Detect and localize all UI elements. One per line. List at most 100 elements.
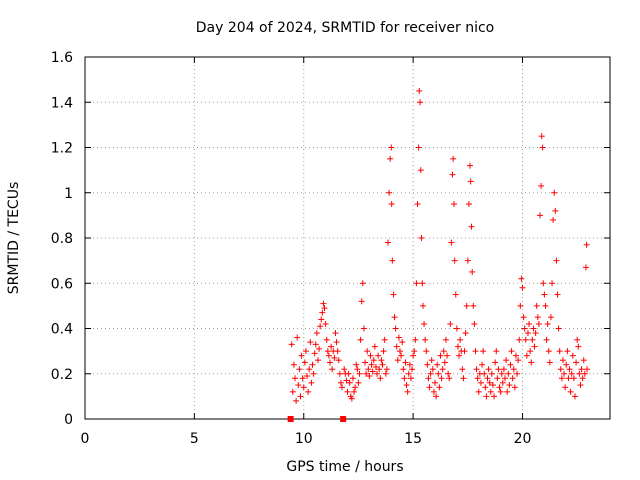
data-point: [398, 352, 405, 359]
data-point: [557, 366, 564, 373]
y-tick-label: 1.4: [51, 95, 73, 111]
data-point: [468, 223, 475, 230]
data-point: [414, 201, 421, 208]
data-point: [290, 361, 297, 368]
data-point: [325, 352, 332, 359]
data-point: [318, 316, 325, 323]
data-point: [352, 384, 359, 391]
data-point: [415, 144, 422, 151]
data-point: [343, 377, 350, 384]
data-point: [421, 320, 428, 327]
data-point: [416, 87, 423, 94]
data-point: [473, 366, 480, 373]
data-point: [365, 366, 372, 373]
data-point: [573, 359, 580, 366]
data-point: [401, 375, 408, 382]
data-point: [482, 384, 489, 391]
data-point: [545, 348, 552, 355]
data-point: [362, 359, 368, 366]
zero-marker: [340, 416, 347, 422]
data-point: [323, 336, 330, 343]
y-tick-label: 0.6: [51, 276, 73, 292]
y-tick-label: 0.2: [51, 367, 73, 383]
data-point: [316, 345, 323, 352]
data-point: [566, 366, 573, 373]
data-point: [488, 370, 495, 377]
y-tick-label: 1.6: [51, 50, 73, 66]
data-point: [299, 375, 306, 382]
data-point: [324, 348, 331, 355]
data-point: [534, 314, 541, 321]
data-point: [554, 291, 561, 298]
data-point: [432, 379, 438, 386]
data-point: [366, 373, 373, 380]
data-point: [450, 155, 457, 162]
data-point: [489, 382, 496, 389]
data-point: [386, 189, 393, 196]
data-point: [327, 359, 333, 366]
data-point: [322, 320, 329, 327]
data-point: [309, 361, 316, 368]
data-point: [517, 302, 524, 309]
data-point: [376, 366, 383, 373]
data-point: [301, 359, 308, 366]
data-point: [375, 352, 382, 359]
data-point: [511, 384, 518, 391]
data-point: [425, 375, 432, 382]
data-point: [551, 189, 558, 196]
data-point: [349, 375, 356, 382]
data-point: [333, 339, 340, 346]
data-point: [433, 393, 440, 400]
data-point: [472, 348, 479, 355]
data-point: [567, 388, 574, 395]
data-point: [328, 343, 335, 350]
data-point: [539, 144, 546, 151]
y-tick-label: 0.8: [51, 231, 73, 247]
data-point: [335, 357, 342, 364]
data-point: [377, 375, 384, 382]
data-point: [491, 393, 498, 400]
data-point: [391, 314, 398, 321]
data-point: [397, 348, 403, 355]
data-point: [481, 370, 488, 377]
data-point: [357, 336, 364, 343]
data-point: [522, 336, 529, 343]
data-point: [427, 370, 434, 377]
data-point: [380, 348, 387, 355]
data-point: [519, 284, 526, 291]
data-point: [332, 330, 339, 337]
data-point: [465, 201, 472, 208]
data-point: [475, 388, 482, 395]
data-point: [467, 178, 474, 185]
data-point: [426, 384, 433, 391]
data-point: [547, 314, 554, 321]
data-point: [470, 302, 477, 309]
data-point: [329, 366, 336, 373]
data-point: [348, 395, 355, 402]
data-point: [320, 300, 327, 307]
data-point: [515, 357, 522, 364]
data-point: [533, 302, 540, 309]
data-point: [575, 343, 582, 350]
data-point: [351, 388, 358, 395]
data-point: [370, 357, 377, 364]
data-point: [417, 99, 424, 106]
zero-marker: [287, 416, 294, 422]
data-point: [412, 336, 419, 343]
data-point: [552, 207, 559, 214]
y-tick-label: 1.2: [51, 141, 73, 157]
data-point: [574, 336, 581, 343]
data-point: [498, 370, 505, 377]
data-point: [480, 348, 487, 355]
data-point: [457, 336, 464, 343]
data-point: [532, 330, 539, 337]
chart-title: Day 204 of 2024, SRMTID for receiver nic…: [196, 20, 494, 36]
data-point: [508, 348, 515, 355]
data-point: [317, 323, 324, 330]
data-point: [439, 366, 446, 373]
data-point: [313, 330, 320, 337]
data-point: [523, 352, 530, 359]
data-point: [337, 379, 344, 386]
data-point: [570, 375, 577, 382]
